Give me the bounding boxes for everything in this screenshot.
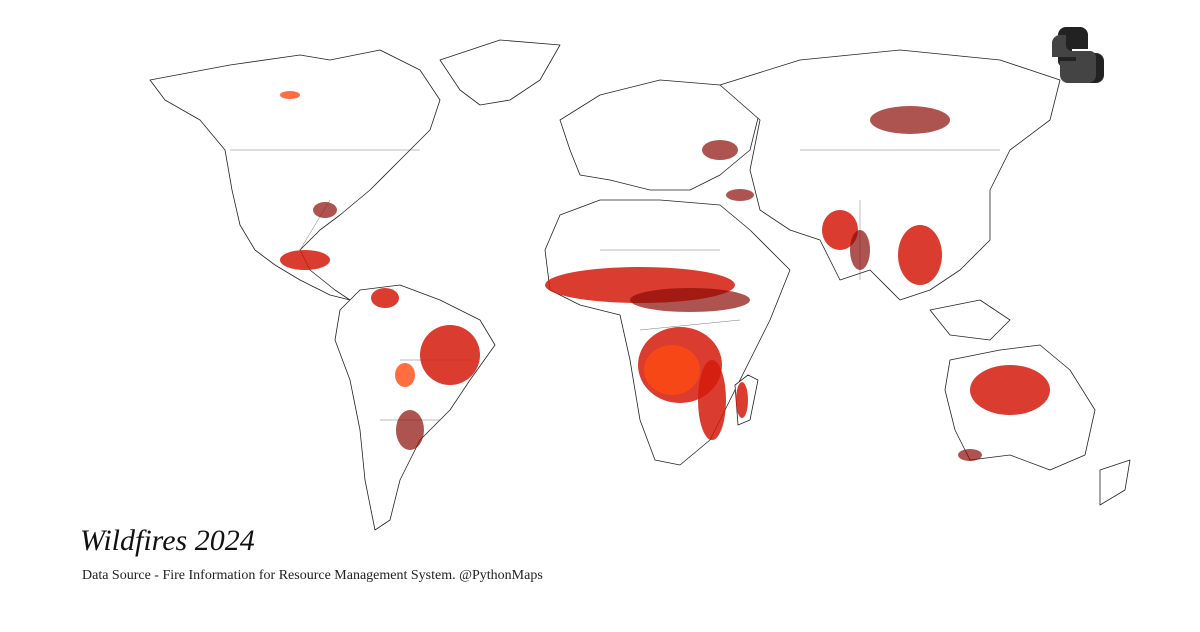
fire-detections — [280, 91, 1050, 461]
map-title: Wildfires 2024 — [80, 524, 255, 557]
source-note: Data Source - Fire Information for Resou… — [82, 568, 543, 583]
python-logo — [1052, 27, 1104, 83]
